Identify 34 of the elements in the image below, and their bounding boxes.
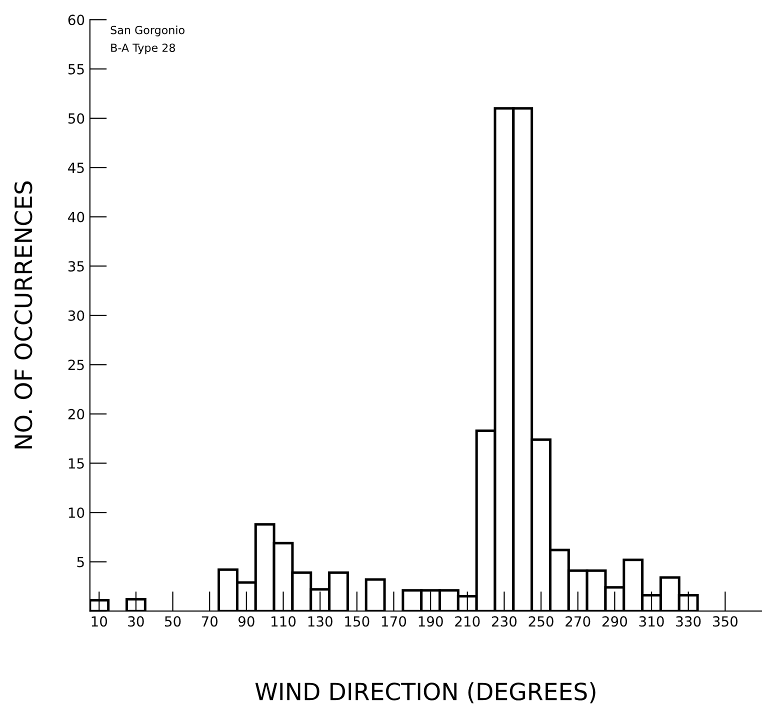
x-tick-label: 150 (345, 616, 370, 627)
x-tick-label: 250 (528, 616, 554, 627)
y-tick-label: 55 (68, 64, 84, 74)
x-tick-label: 230 (492, 616, 517, 627)
x-tick-label: 70 (202, 616, 218, 627)
y-axis-title: NO. OF OCCURRENCES (14, 181, 32, 448)
x-tick-label: 270 (566, 616, 590, 627)
x-tick-label: 10 (92, 616, 108, 627)
y-tick-label: 20 (68, 408, 84, 420)
x-tick-label: 290 (602, 616, 628, 627)
x-tick-label: 170 (382, 616, 406, 627)
x-tick-label: 210 (455, 616, 480, 627)
y-tick-label: 10 (68, 507, 84, 518)
x-tick-label: 130 (308, 616, 332, 627)
x-tick-label: 330 (676, 616, 701, 627)
annotation: B-A Type 28 (111, 44, 176, 54)
y-tick-label: 45 (68, 162, 84, 174)
y-tick-label: 40 (68, 212, 84, 222)
y-tick-label: 35 (68, 261, 84, 272)
x-tick-label: 190 (418, 616, 443, 627)
y-tick-label: 60 (68, 14, 84, 26)
x-tick-label: 90 (238, 616, 254, 627)
y-tick-label: 15 (68, 458, 84, 469)
x-tick-label: 30 (128, 616, 144, 627)
x-tick-label: 310 (639, 616, 664, 627)
y-tick-label: 5 (77, 556, 84, 568)
y-tick-label: 25 (68, 360, 84, 370)
x-axis-title: WIND DIRECTION (DEGREES) (255, 682, 596, 704)
x-tick-label: 350 (712, 616, 738, 627)
x-tick-label: 110 (272, 616, 296, 627)
y-tick-label: 50 (68, 113, 84, 124)
x-tick-label: 50 (165, 616, 181, 627)
annotation: San Gorgonio (110, 26, 184, 36)
y-tick-label: 30 (68, 310, 84, 321)
